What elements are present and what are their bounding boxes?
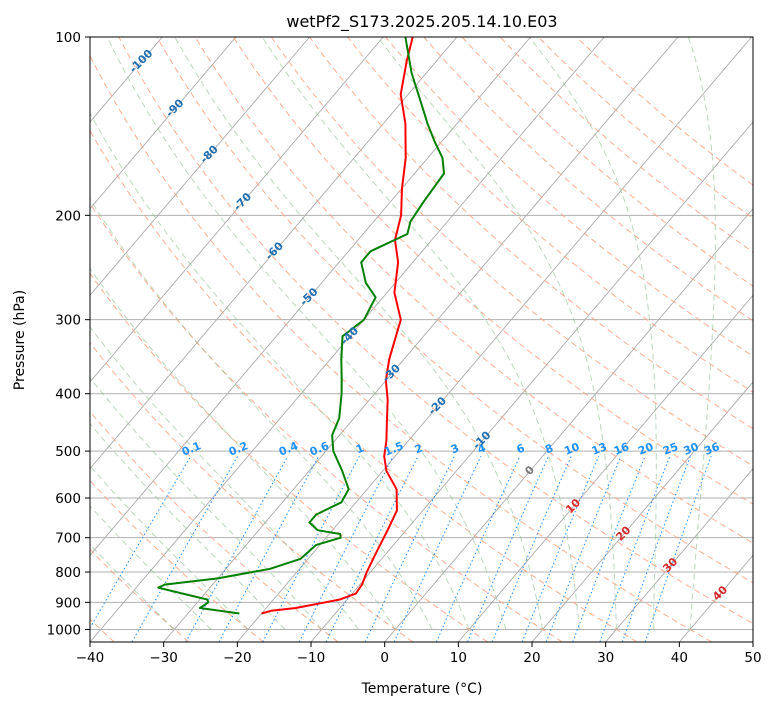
moist-adiabat-line [90,422,286,630]
dry-adiabat-line [194,37,753,544]
x-tick-label: 0 [380,650,389,666]
mixing-ratio-label: 8 [543,441,555,456]
mixing-ratio-line [325,455,419,642]
isotherm-line [236,37,752,642]
moist-adiabat-line [106,37,507,630]
y-tick-label: 100 [55,30,81,46]
y-tick-label: 300 [55,313,81,329]
mixing-ratio-label: 10 [562,440,581,458]
mixing-ratio-label: 30 [682,440,701,458]
temperature-profile-line [261,37,414,615]
y-axis-title: Pressure (hPa) [12,290,28,390]
mixing-ratio-line [218,455,320,642]
mixing-ratio-line [491,455,572,642]
moist-adiabat-line [261,37,580,630]
dry-adiabat-line [90,54,712,642]
moist-adiabat-line [377,37,617,630]
isotherm-line [457,294,753,642]
x-tick-label: −30 [149,650,178,666]
x-tick-label: 30 [597,650,614,666]
mixing-ratio-label: 25 [661,440,680,458]
dry-adiabat-line [90,129,638,642]
dry-adiabat-line [347,37,753,393]
moist-adiabat-line [90,198,433,630]
mixing-ratio-label: 3 [449,441,461,456]
dry-adiabat-line [90,479,264,642]
y-tick-label: 600 [55,491,81,507]
moist-adiabat-line [90,465,249,630]
mixing-ratio-line [185,455,289,642]
chart-title: wetPf2_S173.2025.205.14.10.E03 [286,12,557,32]
moist-adiabat-line [90,112,470,630]
dry-adiabat-line [423,37,753,322]
x-tick-label: −10 [297,650,326,666]
x-tick-label: 50 [744,650,761,666]
x-tick-label: −20 [223,650,252,666]
dry-adiabat-line [90,342,414,642]
mixing-ratio-label: 2 [413,441,425,456]
y-tick-label: 700 [55,531,81,547]
mixing-ratio-label: 13 [590,440,609,458]
x-tick-label: 20 [523,650,540,666]
dry-adiabat-line [461,37,753,287]
dewpoint-profile-line [157,37,445,615]
isotherm-line [163,37,679,642]
x-tick-label: −40 [76,650,105,666]
mixing-ratio-line [545,456,622,642]
mixing-ratio-line [644,456,712,642]
plot-grid [90,37,753,642]
mixing-ratio-label: 16 [612,440,631,458]
mixing-ratio-label: 36 [702,440,721,458]
isotherm-line [605,467,753,642]
dry-adiabat-line [270,37,753,467]
dry-adiabat-line [309,37,753,430]
y-tick-label: 1000 [47,622,81,638]
y-tick-label: 800 [55,565,81,581]
moist-adiabat-line [90,326,359,630]
mixing-ratio-label: 1 [354,441,366,456]
isotherm-line [90,37,310,297]
axes: −40 −30 −20 −10 0 10 20 30 40 50 100 200 300 400 500 60… [47,30,762,666]
x-tick-label: 10 [450,650,467,666]
plot-data [157,37,445,615]
mixing-ratio-line [467,455,549,642]
moist-adiabat-line [90,267,396,630]
isotherm-line [90,37,531,557]
x-axis-title: Temperature (°C) [361,681,483,697]
moist-adiabat-line [90,377,323,630]
dry-adiabat-line [232,37,753,505]
mixing-ratio-line [599,456,671,642]
dry-adiabat-line [156,37,753,584]
isotherm-line [90,37,237,210]
mixing-ratio-line [521,456,600,642]
y-tick-label: 900 [55,595,81,611]
isotherm-line [384,207,753,642]
plot-frame [89,36,754,643]
mixing-ratio-label: 20 [636,440,655,458]
y-tick-label: 400 [55,387,81,403]
mixing-ratio-line [572,456,646,642]
y-tick-label: 500 [55,444,81,460]
moist-adiabat-line [174,37,544,630]
x-tick-label: 40 [671,650,688,666]
isotherm-line [531,381,753,642]
isotherm-line [90,37,458,470]
mixing-ratio-line [298,455,394,642]
dry-adiabat-line [499,37,753,253]
isotherm-line [90,37,384,383]
moist-adiabat-line [688,37,716,630]
mixing-ratio-line [621,456,691,642]
y-tick-label: 200 [55,208,81,224]
isotherm-line [90,37,605,642]
moist-adiabat-line [528,37,657,630]
